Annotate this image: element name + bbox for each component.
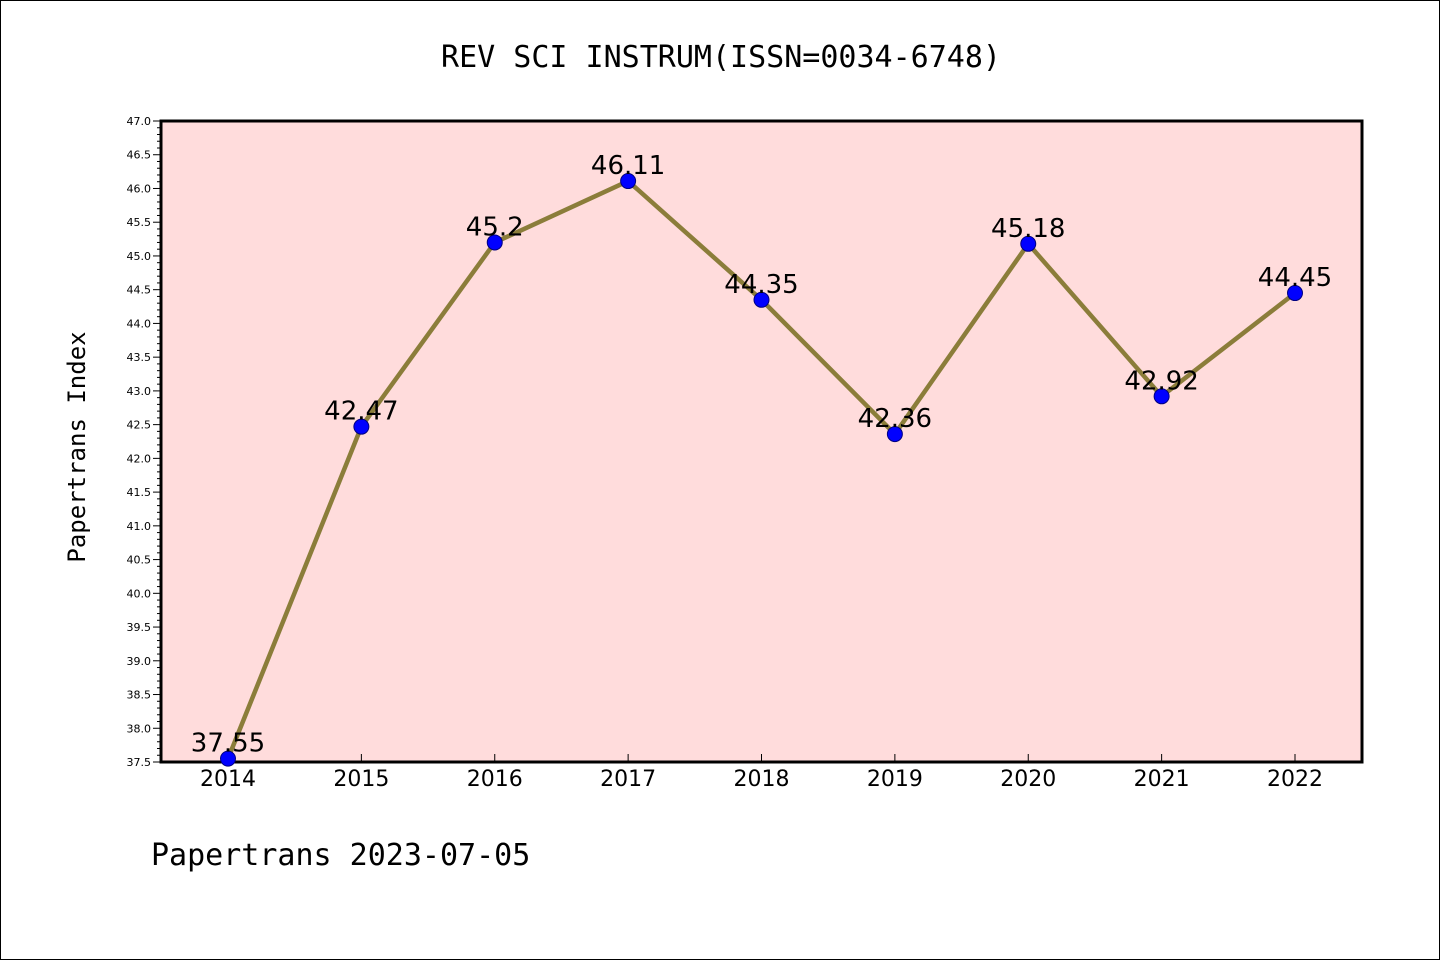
y-tick-label: 42.5 — [127, 419, 152, 432]
x-tick-label: 2019 — [867, 767, 923, 792]
y-tick-label: 39.5 — [127, 621, 152, 634]
data-label-2018: 44.35 — [724, 270, 798, 300]
data-label-2020: 45.18 — [991, 214, 1065, 244]
y-tick-label: 46.0 — [127, 182, 152, 195]
y-tick-label: 44.0 — [127, 317, 152, 330]
data-labels-group: 37.55 42.47 45.2 46.11 44.35 42.36 45.18 42.92 4… — [191, 151, 1332, 759]
x-tick-label: 2020 — [1000, 767, 1056, 792]
y-tick-label: 47.0 — [127, 115, 152, 128]
x-tick-label: 2017 — [600, 767, 656, 792]
y-tick-label: 46.5 — [127, 149, 152, 162]
data-point-2021 — [1153, 388, 1170, 405]
data-label-2021: 42.92 — [1124, 366, 1198, 396]
data-point-2020 — [1020, 235, 1037, 252]
data-label-2017: 46.11 — [591, 151, 665, 181]
data-label-2015: 42.47 — [324, 397, 398, 427]
plot-area — [159, 119, 1364, 764]
data-point-2016 — [486, 234, 503, 251]
data-point-2015 — [353, 418, 370, 435]
data-point-2022 — [1287, 285, 1303, 302]
x-tick-label: 2018 — [734, 767, 790, 792]
x-tick-label: 2014 — [200, 767, 256, 792]
data-point-2014 — [220, 750, 236, 767]
y-tick-label: 39.0 — [127, 655, 152, 668]
footer-source-date: Papertrans 2023-07-05 — [151, 838, 530, 873]
data-label-2019: 42.36 — [858, 404, 932, 434]
y-tick-label: 41.0 — [127, 520, 152, 533]
x-tick-label: 2022 — [1267, 767, 1323, 792]
data-label-2016: 45.2 — [466, 212, 524, 242]
y-tick-label: 43.0 — [127, 385, 152, 398]
y-tick-label: 45.0 — [127, 250, 152, 263]
data-label-2014: 37.55 — [191, 729, 265, 759]
chart-title: REV SCI INSTRUM(ISSN=0034-6748) — [441, 40, 1001, 75]
x-axis-ticks: 2014 2015 2016 2017 2018 2019 2020 2021 2022 — [200, 754, 1323, 792]
y-axis-label: Papertrans Index — [63, 331, 91, 562]
data-point-2019 — [886, 426, 903, 443]
data-point-2018 — [753, 291, 770, 308]
y-tick-label: 37.5 — [127, 756, 152, 769]
series-line-group — [220, 173, 1303, 767]
y-tick-label: 38.5 — [127, 689, 152, 702]
data-label-2022: 44.45 — [1258, 263, 1332, 293]
y-tick-label: 40.5 — [127, 554, 152, 567]
data-point-2017 — [620, 173, 637, 190]
y-tick-label: 42.0 — [127, 452, 152, 465]
y-tick-label: 45.5 — [127, 216, 152, 229]
y-tick-label: 43.5 — [127, 351, 152, 364]
y-tick-label: 38.0 — [127, 722, 152, 735]
y-axis-ticks: 37.5 38.0 38.5 39.0 39.5 40.0 40.5 41.0 41.5 42.0… — [127, 115, 161, 769]
x-tick-label: 2016 — [467, 767, 523, 792]
x-tick-label: 2021 — [1134, 767, 1190, 792]
y-tick-label: 41.5 — [127, 486, 152, 499]
x-tick-label: 2015 — [333, 767, 389, 792]
y-tick-label: 44.5 — [127, 284, 152, 297]
y-tick-label: 40.0 — [127, 587, 152, 600]
